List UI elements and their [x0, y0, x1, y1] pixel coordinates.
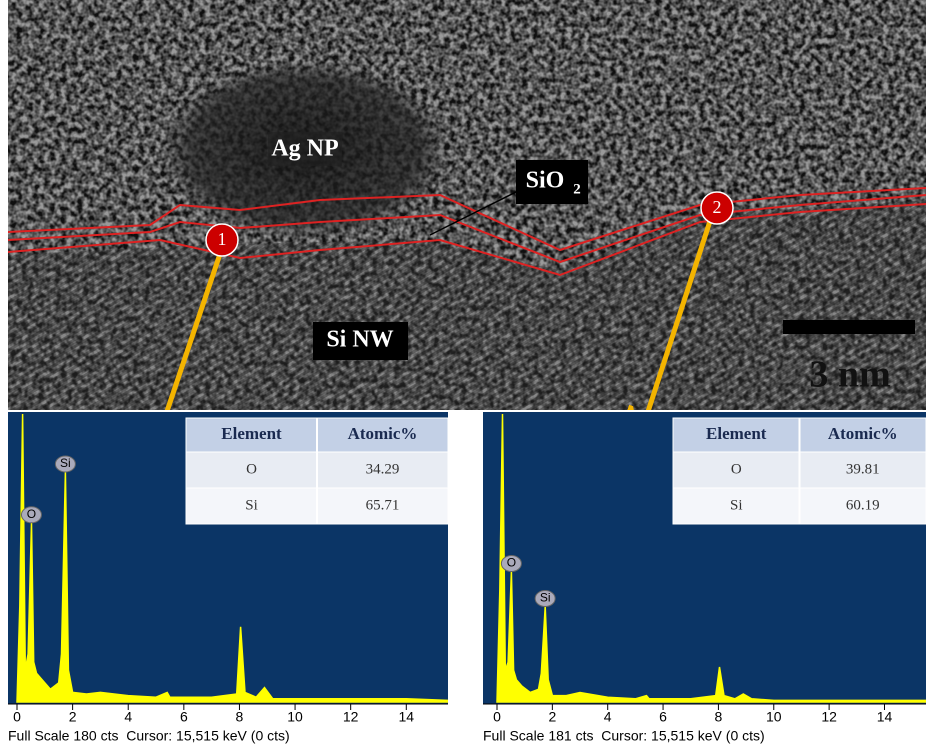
- marker-2: 2: [713, 197, 722, 217]
- x-tick-label: 0: [13, 709, 21, 725]
- x-tick-label: 0: [493, 709, 501, 725]
- table-cell: 39.81: [846, 461, 880, 477]
- sio2-label: SiO: [526, 168, 565, 194]
- si-nw-label: Si NW: [326, 327, 393, 353]
- x-tick-label: 8: [715, 709, 723, 725]
- x-tick-label: 10: [766, 709, 782, 725]
- table-cell: Si: [730, 497, 743, 513]
- x-tick-label: 4: [604, 709, 612, 725]
- table-cell: O: [731, 461, 742, 477]
- x-tick-label: 2: [548, 709, 556, 725]
- x-tick-label: 4: [124, 709, 132, 725]
- x-tick-label: 14: [399, 709, 415, 725]
- x-tick-label: 6: [180, 709, 188, 725]
- table-header: Atomic%: [828, 424, 898, 443]
- scale-label: 3 nm: [809, 354, 890, 396]
- x-tick-label: 6: [659, 709, 667, 725]
- sio2-subscript: 2: [573, 181, 581, 197]
- tem-image: Ag NP SiO 2 Si NW 3 nm 1 2: [8, 0, 926, 410]
- x-tick-label: 12: [821, 709, 837, 725]
- peak-label: Si: [60, 456, 71, 470]
- peak-label: Si: [540, 591, 551, 605]
- peak-label: O: [507, 556, 516, 570]
- footer: Full Scale 180 cts Cursor: 15,515 keV (0…: [8, 728, 290, 744]
- table-cell: 65.71: [366, 497, 400, 513]
- table-header: Element: [706, 424, 767, 443]
- peak-label: O: [27, 507, 36, 521]
- table-cell: O: [246, 461, 257, 477]
- spectrum-line: [16, 413, 448, 703]
- table-header: Element: [221, 424, 282, 443]
- footer: Full Scale 181 cts Cursor: 15,515 keV (0…: [483, 728, 765, 744]
- table-header: Atomic%: [348, 424, 418, 443]
- spectrum: O Si: [496, 413, 926, 703]
- ag-np-label: Ag NP: [271, 136, 338, 162]
- marker-1: 1: [218, 229, 227, 249]
- peak-marker: [54, 455, 76, 473]
- table-cell: Si: [245, 497, 258, 513]
- table-cell: 60.19: [846, 497, 880, 513]
- table-cell: 34.29: [366, 461, 400, 477]
- x-tick-label: 14: [877, 709, 893, 725]
- peak-marker: [500, 555, 522, 573]
- x-tick-label: 10: [287, 709, 303, 725]
- spectrum-line: [496, 413, 926, 703]
- peak-marker: [534, 590, 556, 608]
- x-tick-label: 2: [69, 709, 77, 725]
- peak-marker: [20, 506, 42, 524]
- x-tick-label: 12: [343, 709, 359, 725]
- spectrum: O Si: [16, 413, 448, 703]
- x-tick-label: 8: [236, 709, 244, 725]
